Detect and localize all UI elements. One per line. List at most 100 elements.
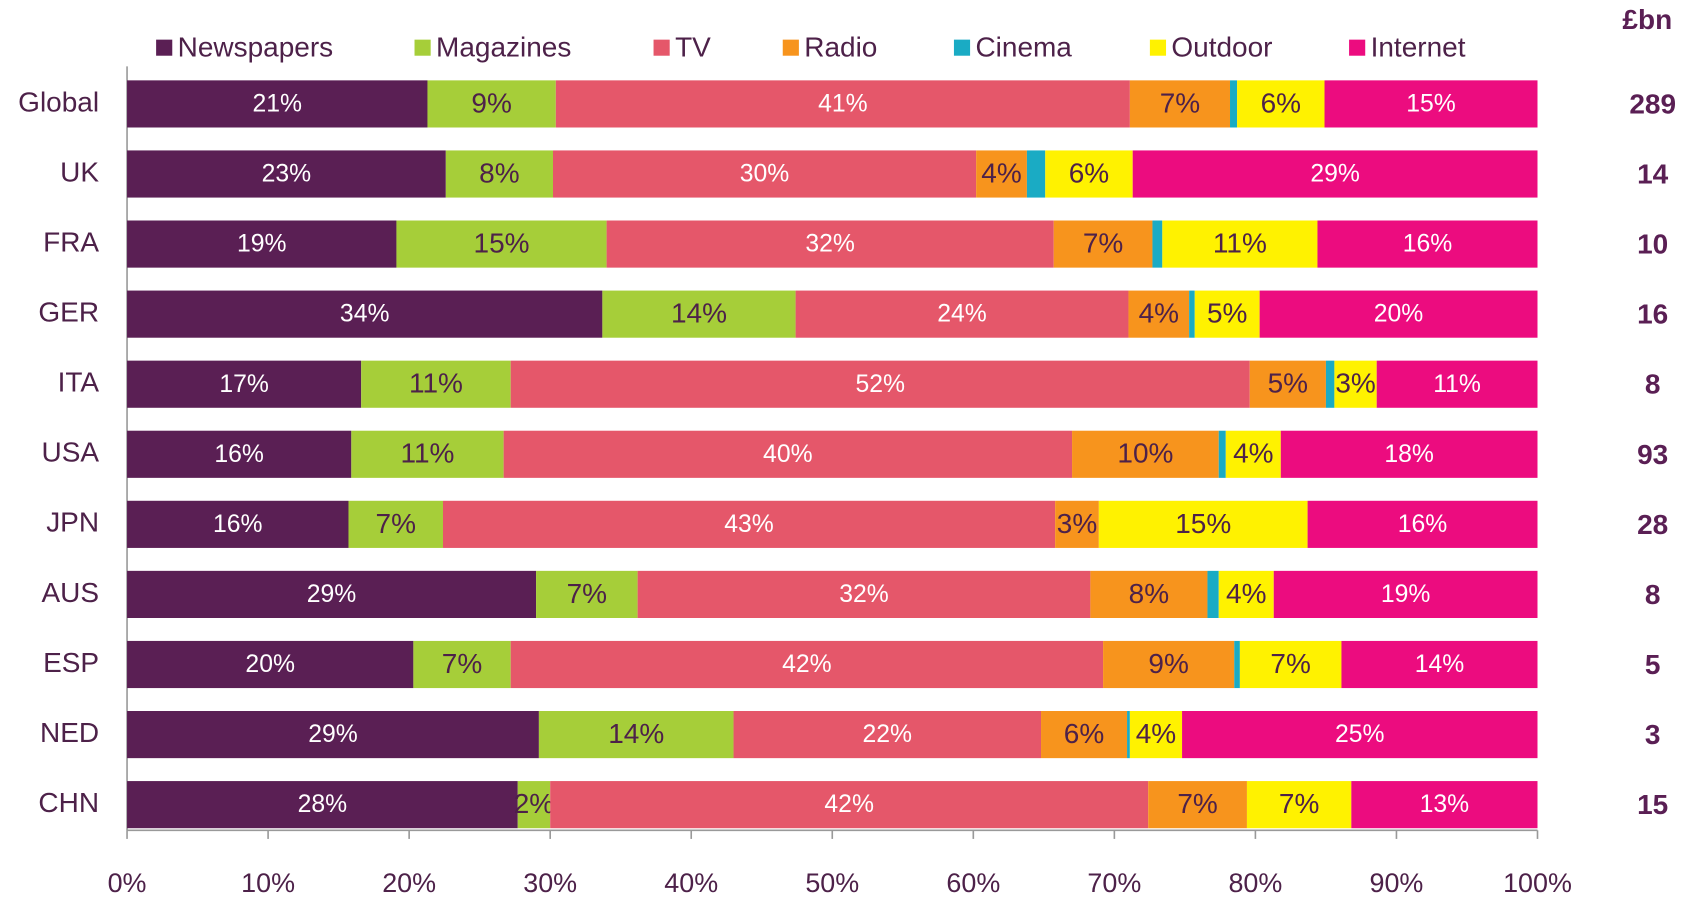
- value-label: 11%: [409, 368, 463, 399]
- value-label: 32%: [839, 581, 889, 608]
- category-label: ITA: [58, 367, 100, 398]
- bar-segment: [555, 80, 1130, 128]
- bar-segment: [1225, 430, 1281, 478]
- value-label: 6%: [1261, 87, 1301, 118]
- legend-swatch: [1349, 39, 1366, 56]
- value-label: 7%: [1270, 648, 1310, 679]
- value-label: 7%: [1083, 228, 1123, 259]
- bar-segment: [1152, 220, 1163, 268]
- value-label: 18%: [1384, 441, 1434, 468]
- bar-segment: [1098, 500, 1308, 548]
- bar-segment: [602, 290, 796, 338]
- bar-segment: [503, 430, 1073, 478]
- bar-segment: [127, 150, 446, 198]
- category-label: Global: [18, 86, 99, 117]
- bar-segment: [127, 80, 428, 128]
- value-label: 13%: [1420, 791, 1470, 818]
- legend-label: Internet: [1371, 32, 1466, 63]
- category-label: JPN: [46, 507, 99, 538]
- bar-segment: [1351, 781, 1538, 829]
- legend-swatch: [953, 39, 971, 56]
- total-label: 28: [1637, 509, 1668, 540]
- category-label: GER: [38, 297, 99, 328]
- bar-segment: [427, 80, 556, 128]
- category-label: FRA: [43, 226, 99, 257]
- value-label: 8%: [1129, 578, 1169, 609]
- value-label: 14%: [1415, 651, 1465, 678]
- value-label: 7%: [376, 508, 416, 539]
- value-label: 4%: [1233, 438, 1273, 469]
- bar-segment: [348, 500, 443, 548]
- value-label: 2%: [514, 788, 554, 819]
- value-label: 7%: [1279, 788, 1319, 819]
- bar-segment: [1218, 570, 1274, 618]
- bar-segment: [733, 711, 1042, 759]
- bar-segment: [1189, 290, 1195, 338]
- value-label: 4%: [1226, 578, 1266, 609]
- value-label: 22%: [863, 721, 913, 748]
- value-label: 28%: [298, 791, 348, 818]
- legend-swatch: [782, 39, 799, 56]
- bar-segment: [1341, 640, 1538, 689]
- x-tick-label: 90%: [1370, 868, 1424, 898]
- total-label: 10: [1637, 229, 1668, 260]
- total-label: 5: [1645, 649, 1661, 680]
- value-label: 10%: [1117, 438, 1173, 469]
- bar-segment: [1041, 711, 1128, 759]
- value-label: 6%: [1064, 718, 1104, 749]
- bar-segment: [127, 290, 603, 338]
- bar-segment: [637, 570, 1091, 618]
- bar-segment: [127, 220, 397, 268]
- bar-segment: [1103, 640, 1235, 689]
- value-label: 4%: [1139, 298, 1179, 329]
- value-label: 29%: [1310, 161, 1360, 188]
- value-label: 15%: [474, 228, 530, 259]
- x-tick-label: 80%: [1228, 868, 1282, 898]
- legend-swatch: [653, 39, 670, 56]
- legend-label: Magazines: [436, 32, 571, 63]
- value-label: 19%: [1381, 581, 1431, 608]
- bar-segment: [1045, 150, 1133, 198]
- value-label: 20%: [245, 651, 295, 678]
- bar-segment: [1334, 360, 1377, 408]
- x-tick-label: 20%: [382, 868, 436, 898]
- bar-segment: [1307, 500, 1538, 548]
- value-label: 9%: [1148, 648, 1188, 679]
- bar-segment: [1128, 290, 1190, 338]
- category-label: NED: [40, 717, 99, 748]
- bar-segment: [1194, 290, 1260, 338]
- bar-segment: [361, 360, 511, 408]
- bar-segment: [1259, 290, 1538, 338]
- x-tick-label: 10%: [241, 868, 295, 898]
- legend-swatch: [414, 39, 431, 56]
- bar-segment: [396, 220, 607, 268]
- total-label: 93: [1637, 439, 1668, 470]
- bar-segment: [351, 430, 504, 478]
- legend-swatch: [156, 39, 173, 56]
- bar-segment: [1324, 80, 1538, 128]
- value-label: 11%: [1213, 228, 1267, 259]
- x-tick-label: 100%: [1503, 868, 1572, 898]
- bar-segment: [606, 220, 1054, 268]
- value-label: 11%: [1433, 371, 1481, 398]
- total-label: 3: [1645, 719, 1661, 750]
- value-label: 4%: [1136, 718, 1176, 749]
- value-label: 7%: [442, 648, 482, 679]
- value-label: 25%: [1335, 721, 1385, 748]
- total-label: 15: [1637, 789, 1668, 820]
- value-label: 19%: [237, 231, 287, 258]
- total-label: 14: [1637, 159, 1669, 190]
- value-label: 3%: [1335, 368, 1375, 399]
- bar-segment: [1237, 80, 1325, 128]
- bar-segment: [1148, 781, 1247, 829]
- total-label: 8: [1645, 579, 1661, 610]
- value-label: 14%: [671, 298, 727, 329]
- bar-segment: [127, 781, 518, 829]
- bar-segment: [1280, 430, 1538, 478]
- value-label: 7%: [1160, 87, 1200, 118]
- legend-label: Radio: [804, 32, 877, 63]
- value-label: 8%: [479, 157, 519, 188]
- category-label: CHN: [38, 787, 99, 818]
- bar-segment: [1129, 80, 1231, 128]
